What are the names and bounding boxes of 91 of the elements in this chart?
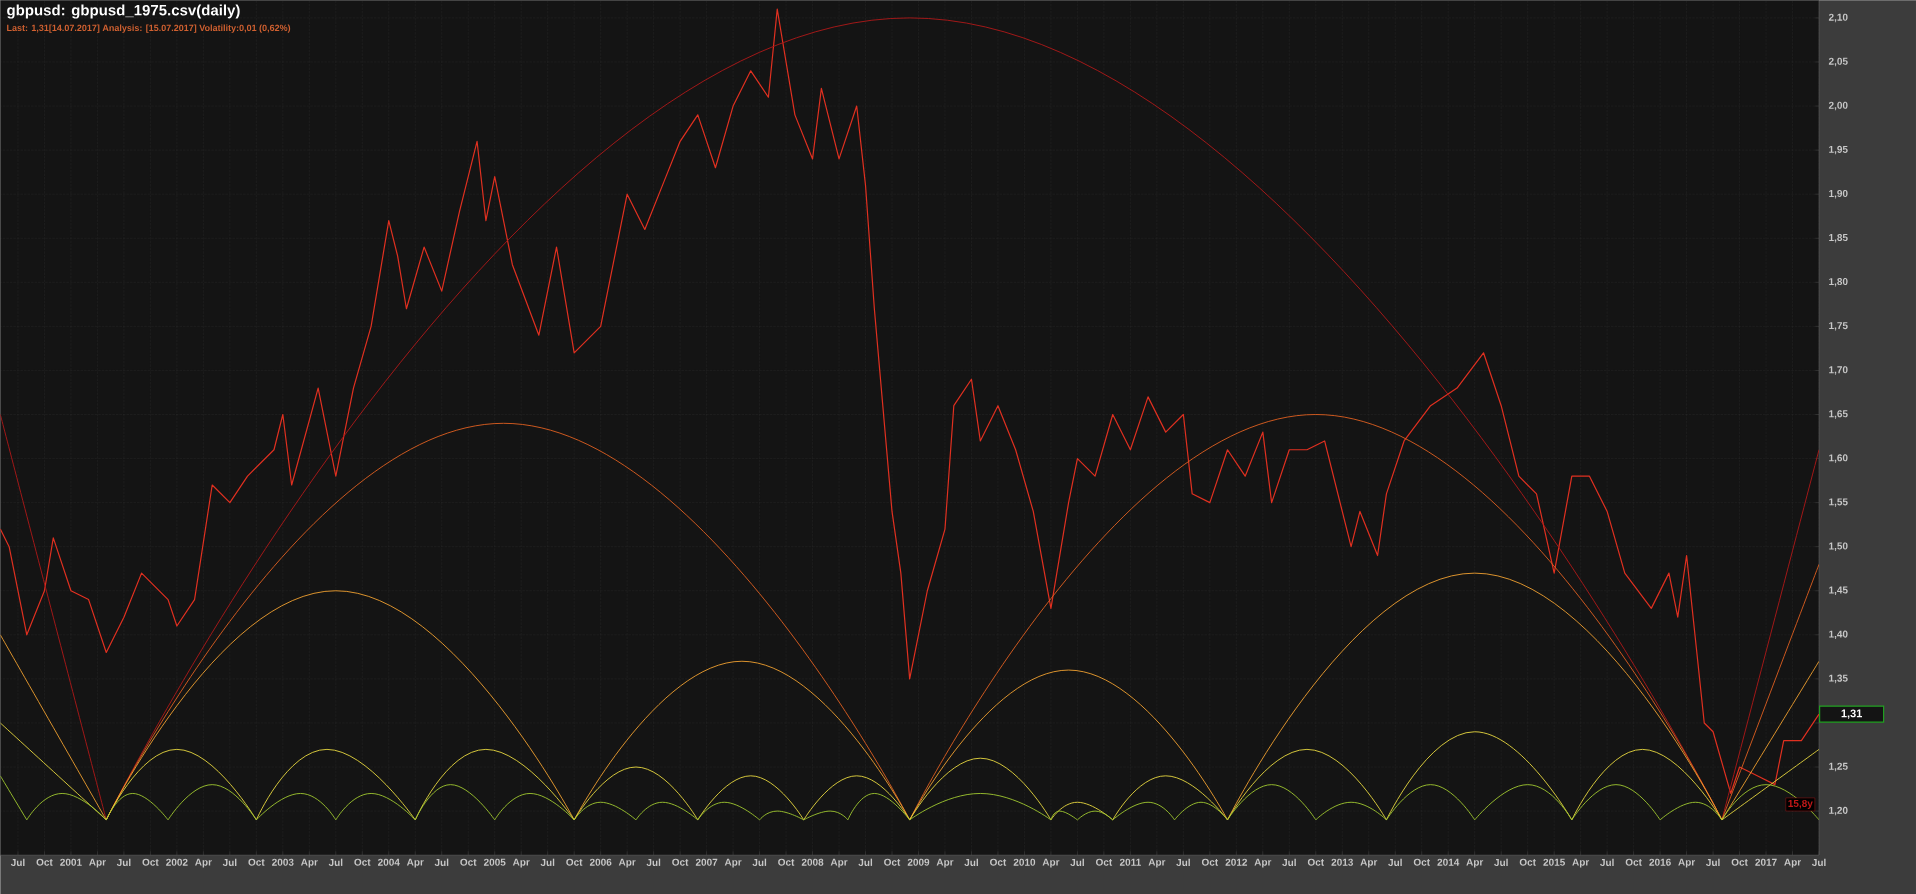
x-tick-label: 2017 — [1755, 858, 1777, 866]
x-tick-label: Jul — [1706, 858, 1720, 866]
y-tick-label: 2,00 — [1828, 101, 1848, 111]
x-tick-label: 2010 — [1013, 858, 1036, 866]
x-tick-label: Oct — [1519, 858, 1536, 866]
y-tick-label: 1,90 — [1829, 189, 1848, 199]
x-tick-label: Apr — [195, 858, 212, 868]
x-tick-label: 2009 — [907, 858, 930, 866]
x-tick-label: Apr — [618, 858, 636, 868]
x-tick-label: Jul — [10, 858, 25, 866]
x-tick-label: 2004 — [378, 858, 400, 866]
x-tick-label: Jul — [752, 858, 767, 866]
x-tick-label: 2001 — [60, 858, 82, 866]
x-tick-label: Apr — [1042, 858, 1060, 868]
x-tick-label: Apr — [1360, 858, 1378, 868]
x-tick-label: Oct — [1413, 858, 1430, 866]
y-tick-label: 1,60 — [1829, 454, 1848, 463]
x-tick-label: Oct — [36, 858, 53, 866]
x-tick-label: Jul — [1494, 858, 1508, 866]
x-tick-label: Oct — [1731, 858, 1748, 866]
x-tick-label: 2007 — [695, 858, 718, 866]
x-tick-label: Jul — [1811, 858, 1826, 866]
x-tick-label: Apr — [724, 858, 742, 868]
x-tick-label: 2013 — [1331, 858, 1354, 866]
x-tick-label: Oct — [460, 858, 477, 866]
x-tick-label: 2002 — [166, 858, 188, 866]
x-tick-label: Jul — [646, 858, 661, 866]
x-tick-label: Jul — [116, 858, 131, 866]
x-tick-label: Jul — [1070, 858, 1084, 866]
x-tick-label: Apr — [512, 858, 530, 868]
x-tick-label: Oct — [884, 858, 901, 866]
y-tick-label: 1,25 — [1829, 762, 1848, 772]
x-tick-label: Jul — [1388, 858, 1402, 866]
x-tick-label: Apr — [830, 858, 848, 868]
y-tick-label: 1,95 — [1829, 145, 1848, 155]
x-tick-label: Oct — [672, 858, 689, 866]
x-tick-label: Oct — [248, 858, 265, 866]
x-tick-label: Apr — [1784, 858, 1801, 868]
y-tick-label: 1,35 — [1829, 674, 1848, 684]
y-tick-label: 1,50 — [1829, 542, 1848, 551]
x-tick-label: Jul — [964, 858, 978, 866]
x-tick-label: Oct — [1307, 858, 1324, 866]
x-tick-label: Jul — [1176, 858, 1190, 866]
annotation: 1,31 — [1841, 709, 1863, 719]
y-tick-label: 1,75 — [1829, 322, 1848, 331]
x-tick-label: 2011 — [1119, 858, 1141, 866]
x-tick-label: Jul — [434, 858, 449, 866]
y-tick-label: 1,40 — [1829, 630, 1848, 640]
text: Last: 1,31[14.07.2017] Analysis: [15.07.2017] Volatility:0,01 (0,62%) — [7, 24, 291, 33]
x-tick-label: Apr — [1572, 858, 1590, 868]
y-tick-label: 1,70 — [1829, 366, 1848, 375]
x-tick-label: Jul — [222, 858, 237, 866]
x-tick-label: Oct — [354, 858, 371, 866]
x-tick-label: Oct — [990, 858, 1007, 866]
x-tick-label: Apr — [1678, 858, 1696, 868]
x-tick-label: Oct — [778, 858, 795, 866]
annotation: 15,8y — [1788, 799, 1813, 809]
x-tick-label: Apr — [1254, 858, 1272, 868]
x-tick-label: 2005 — [483, 858, 506, 866]
x-tick-label: Oct — [142, 858, 159, 866]
x-tick-label: Jul — [328, 858, 343, 866]
x-tick-label: Oct — [1201, 858, 1219, 866]
chart-title: gbpusd: gbpusd_1975.csv(daily) — [7, 4, 240, 19]
x-tick-label: Jul — [858, 858, 873, 866]
x-tick-label: 2014 — [1437, 858, 1460, 866]
x-tick-label: Oct — [1625, 858, 1642, 866]
x-tick-label: 2016 — [1649, 858, 1671, 866]
y-tick-label: 2,10 — [1828, 13, 1848, 23]
x-tick-label: 2006 — [589, 858, 612, 866]
x-tick-label: Apr — [936, 858, 954, 868]
x-tick-label: 2012 — [1225, 858, 1248, 866]
y-tick-label: 1,45 — [1829, 586, 1848, 595]
x-tick-label: Oct — [566, 858, 583, 866]
y-tick-label: 1,85 — [1829, 233, 1848, 243]
x-tick-label: 2015 — [1543, 858, 1565, 866]
x-tick-label: 2003 — [272, 858, 294, 866]
y-tick-label: 1,55 — [1829, 498, 1848, 507]
x-tick-label: Apr — [89, 858, 106, 868]
y-tick-label: 2,05 — [1828, 57, 1848, 67]
x-tick-label: Jul — [1282, 858, 1296, 866]
x-tick-label: Apr — [406, 858, 424, 868]
x-tick-label: Oct — [1095, 858, 1113, 866]
x-tick-label: Jul — [540, 858, 555, 866]
x-tick-label: Apr — [1466, 858, 1484, 868]
x-tick-label: 2008 — [801, 858, 824, 866]
x-tick-label: Apr — [1148, 858, 1166, 868]
y-tick-label: 1,65 — [1829, 410, 1848, 419]
y-tick-label: 1,80 — [1829, 277, 1848, 287]
y-tick-label: 1,20 — [1829, 806, 1848, 816]
x-tick-label: Jul — [1600, 858, 1614, 866]
x-tick-label: Apr — [300, 858, 318, 868]
